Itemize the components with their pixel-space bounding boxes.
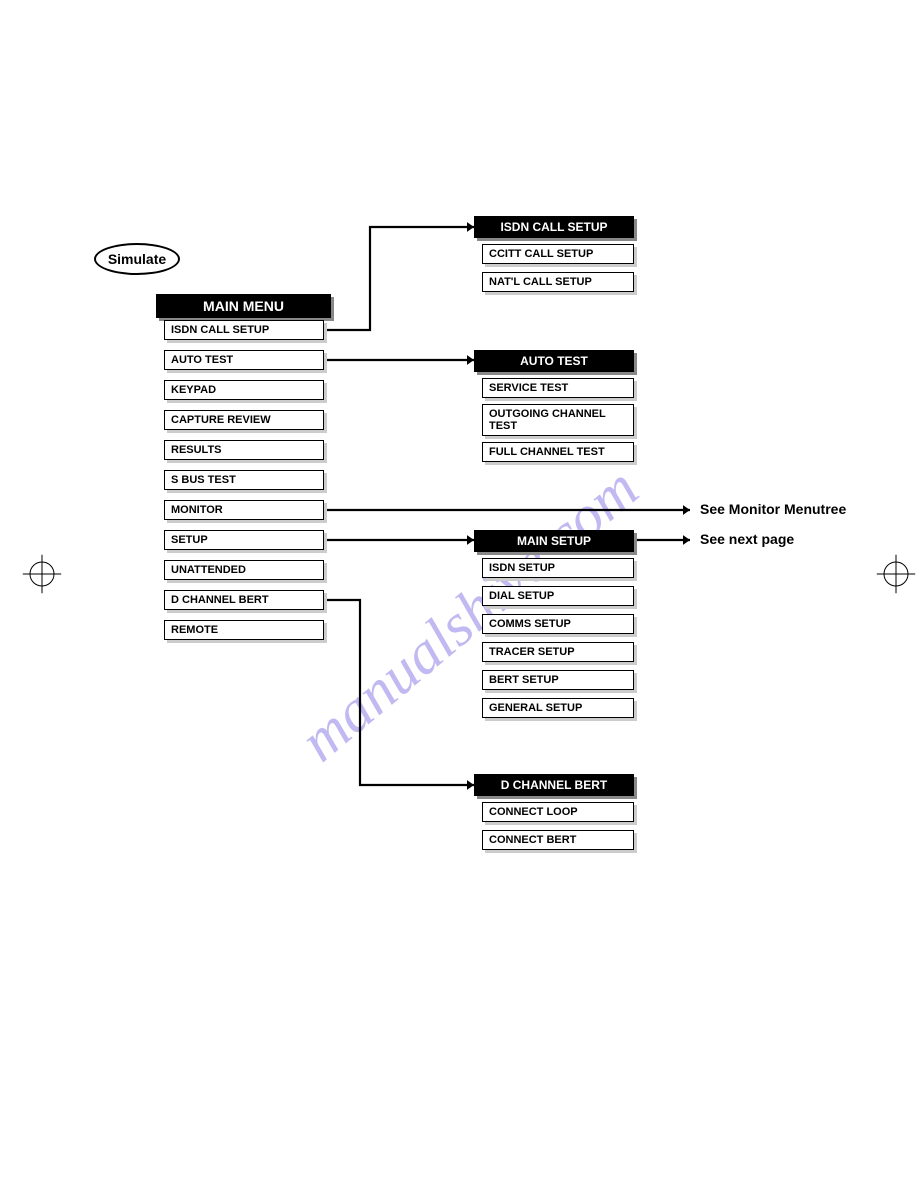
cropmark-left xyxy=(0,0,918,1188)
